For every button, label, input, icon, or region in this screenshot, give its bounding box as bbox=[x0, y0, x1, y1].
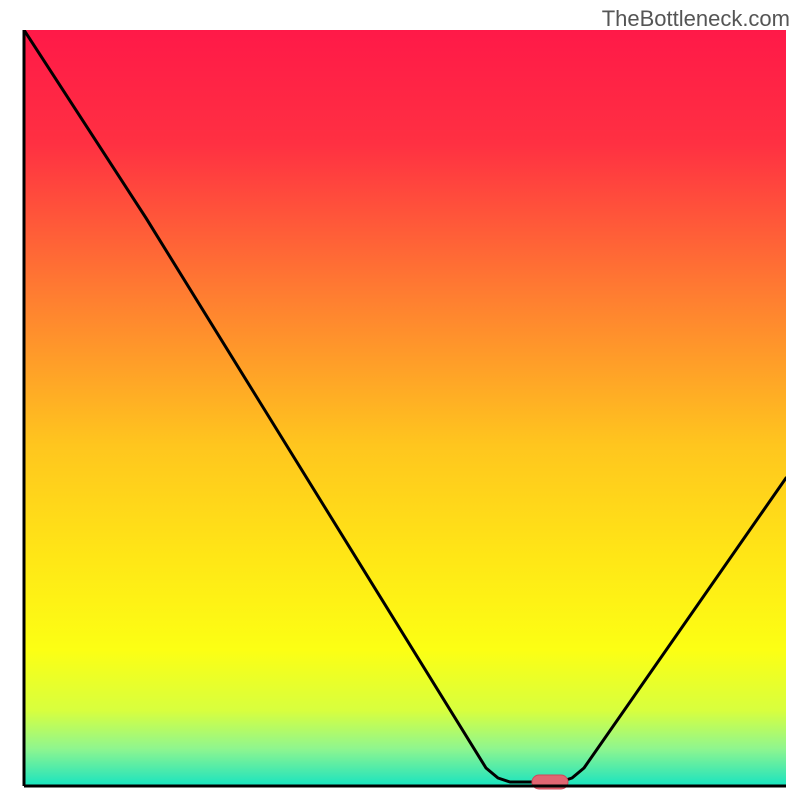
watermark-text: TheBottleneck.com bbox=[602, 6, 790, 32]
chart-container: TheBottleneck.com bbox=[0, 0, 800, 800]
plot-area bbox=[24, 30, 786, 789]
gradient-background bbox=[24, 30, 786, 786]
bottleneck-chart bbox=[0, 0, 800, 800]
